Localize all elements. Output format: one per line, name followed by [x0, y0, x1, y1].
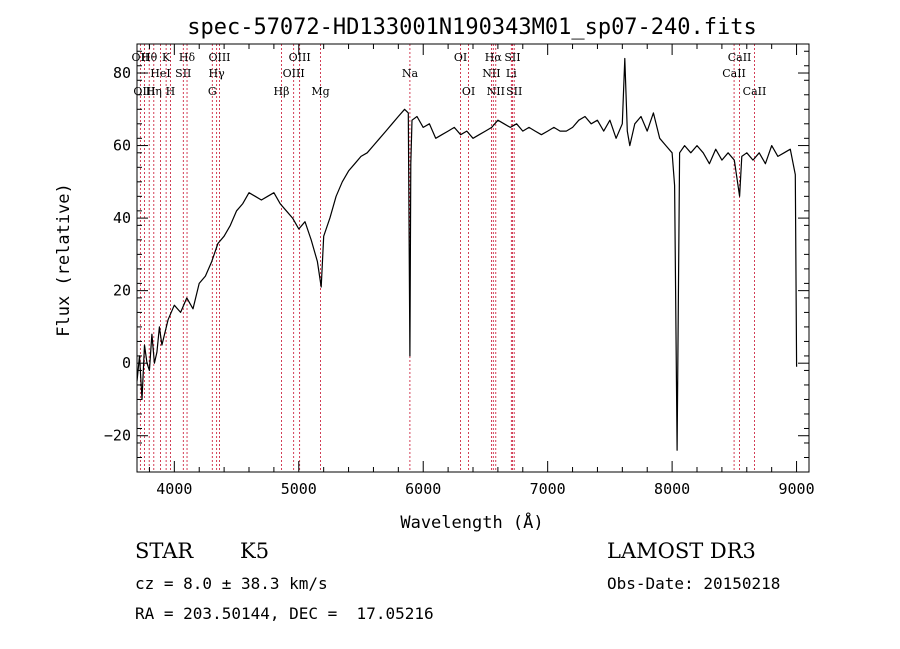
line-marker-label-14: Hβ: [274, 85, 290, 98]
x-tick-label-3: 7000: [530, 480, 566, 498]
coordinates-text: RA = 203.50144, DEC = 17.05216: [135, 604, 434, 623]
line-marker-label-25: CaII: [728, 51, 752, 64]
line-marker-label-12: OIII: [289, 51, 311, 64]
line-marker-label-0: Hθ: [141, 51, 158, 64]
line-marker-label-16: Na: [402, 67, 419, 80]
line-marker-label-11: G: [208, 85, 217, 98]
line-marker-label-18: OI: [462, 85, 475, 98]
line-marker-label-13: OIII: [283, 67, 305, 80]
line-marker-label-15: Mg: [311, 85, 329, 98]
redshift-text: cz = 8.0 ± 38.3 km/s: [135, 574, 328, 593]
object-subclass: K5: [240, 539, 270, 563]
line-marker-label-6: SII: [175, 67, 191, 80]
axis-ticks: [137, 44, 809, 473]
line-marker-label-1: OII: [132, 51, 150, 64]
y-axis-label: Flux (relative): [54, 183, 74, 337]
line-marker-label-27: CaII: [743, 85, 767, 98]
x-tick-label-4: 8000: [654, 480, 690, 498]
line-marker-label-8: Hδ: [179, 51, 196, 64]
x-axis-label: Wavelength (Å): [400, 511, 543, 533]
x-tick-label-1: 5000: [281, 480, 317, 498]
line-marker-label-24: SII: [506, 85, 522, 98]
y-tick-label-0: −20: [104, 427, 131, 445]
line-marker-label-4: K: [162, 51, 171, 64]
line-marker-label-21: NII: [487, 85, 505, 98]
line-marker-label-19: Hα: [485, 51, 503, 64]
axis-tick-labels: 4000 5000 6000 7000 8000 9000 −20 0 20 40 60 80: [104, 64, 815, 498]
object-class: STAR: [135, 539, 194, 563]
line-marker-label-7: H: [166, 85, 176, 98]
survey-name: LAMOST DR3: [607, 539, 756, 563]
line-marker-label-10: Hγ: [209, 67, 226, 80]
plot-frame: [136, 43, 810, 473]
y-tick-label-4: 60: [113, 137, 131, 155]
y-tick-label-3: 40: [113, 209, 131, 227]
x-tick-label-0: 4000: [156, 480, 192, 498]
y-tick-label-5: 80: [113, 64, 131, 82]
line-marker-label-23: Li: [506, 67, 517, 80]
line-marker-label-22: SII: [504, 51, 520, 64]
line-marker-label-20: NII: [482, 67, 500, 80]
line-marker-label-17: OI: [454, 51, 467, 64]
obs-date-text: Obs-Date: 20150218: [607, 574, 781, 593]
chart-title: spec-57072-HD133001N190343M01_sp07-240.f…: [187, 15, 757, 40]
line-marker-label-5: Hη: [146, 85, 162, 98]
spectrum-line: [136, 57, 798, 451]
line-marker-label-9: OIII: [208, 51, 230, 64]
y-tick-label-1: 0: [122, 354, 131, 372]
x-tick-label-2: 6000: [405, 480, 441, 498]
line-marker-label-26: CaII: [722, 67, 746, 80]
line-marker-label-3: HeI: [150, 67, 170, 80]
line-marker-lines: [139, 44, 755, 472]
y-tick-label-2: 20: [113, 282, 131, 300]
x-tick-label-5: 9000: [778, 480, 814, 498]
